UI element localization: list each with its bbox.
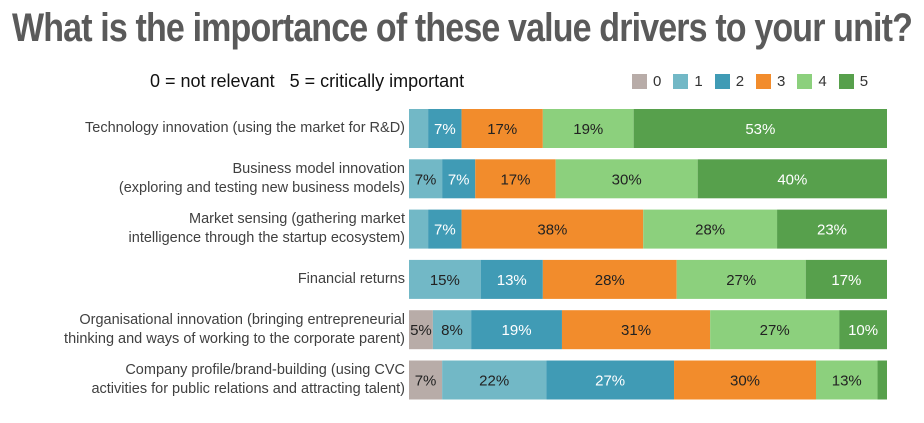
category-label: Company profile/brand-building (using CV… [91, 362, 405, 397]
legend-label: 1 [694, 73, 703, 90]
bar-segment [428, 109, 462, 148]
legend-label: 0 [653, 73, 662, 90]
data-label: 10% [848, 322, 878, 339]
bar-segment [409, 360, 443, 400]
data-label: 7% [448, 171, 470, 188]
legend-swatch [673, 74, 689, 89]
category-label: Market sensing (gathering market intelli… [128, 211, 405, 247]
data-label: 17% [500, 171, 530, 188]
bar-segment [561, 310, 711, 350]
bar-segment [432, 310, 472, 350]
data-label: 7% [434, 222, 456, 239]
legend-swatch [797, 74, 813, 89]
bar-segment [471, 310, 562, 350]
data-label: 5% [410, 322, 432, 339]
data-label: 17% [487, 121, 517, 138]
legend-item: 1 [673, 73, 703, 90]
data-label: 13% [497, 272, 527, 289]
bar-segment [777, 209, 887, 249]
chart-subtitle: 0 = not relevant 5 = critically importan… [150, 71, 465, 91]
category-label: Organisational innovation (bringing entr… [64, 311, 405, 347]
bar-segment [409, 159, 443, 199]
data-label: 28% [695, 222, 725, 239]
category-label: Financial returns [297, 270, 405, 287]
data-label: 17% [831, 272, 861, 289]
bar-segment [877, 360, 887, 400]
data-label: 23% [817, 222, 847, 239]
data-label: 53% [745, 121, 775, 138]
chart-title: What is the importance of these value dr… [12, 6, 913, 50]
bar-segment [475, 159, 556, 199]
data-label: 8% [441, 322, 463, 339]
data-label: 30% [730, 373, 760, 390]
bar-segment [428, 209, 462, 249]
bar-segment [643, 209, 778, 249]
bar-segment [674, 360, 817, 400]
data-label: 19% [502, 322, 532, 339]
data-label: 7% [415, 171, 437, 188]
category-label: Technology innovation (using the market … [85, 120, 405, 136]
data-label: 40% [777, 171, 807, 188]
data-label: 15% [430, 272, 460, 289]
data-label: 30% [612, 171, 642, 188]
bar-segment [442, 360, 547, 400]
bar-segment [409, 310, 433, 350]
legend: 0 1 2 3 4 5 [632, 73, 874, 90]
data-label: 19% [573, 121, 603, 138]
data-label: 27% [595, 373, 625, 390]
bar-segment [710, 310, 840, 350]
legend-swatch [756, 74, 772, 89]
bar-segment [633, 109, 887, 148]
data-label: 13% [832, 373, 862, 390]
bar-segment [555, 159, 698, 199]
legend-swatch [632, 74, 647, 89]
data-label: 7% [415, 373, 437, 390]
legend-label: 3 [777, 73, 786, 90]
bar-segment [461, 209, 644, 249]
legend-swatch [714, 74, 730, 89]
legend-item: 5 [838, 73, 869, 90]
category-label: Business model innovation (exploring and… [118, 160, 405, 196]
bar-segment [697, 159, 887, 199]
data-label: 31% [621, 322, 651, 339]
legend-label: 5 [859, 73, 869, 90]
bar-segment [409, 209, 429, 249]
data-label: 38% [537, 222, 567, 239]
bar-segment [442, 159, 476, 199]
bar-segment [839, 310, 887, 350]
bar-segment [676, 259, 806, 299]
bar-segment [542, 259, 677, 299]
legend-item: 4 [797, 73, 827, 90]
data-label: 27% [726, 272, 756, 289]
legend-item: 2 [714, 73, 745, 90]
bar-segment [409, 109, 429, 148]
data-label: 27% [760, 322, 790, 339]
bar-segment [816, 360, 878, 400]
bar-segment [461, 109, 543, 148]
legend-label: 4 [818, 73, 827, 90]
data-label: 7% [434, 121, 456, 138]
bar-segment [805, 259, 887, 299]
bar-segment [546, 360, 675, 400]
legend-item: 0 [632, 73, 661, 90]
legend-item: 3 [756, 73, 785, 90]
legend-label: 2 [735, 73, 745, 90]
bar-segment [480, 259, 543, 299]
legend-swatch [838, 74, 854, 89]
data-label: 28% [595, 272, 625, 289]
bar-segment [409, 259, 481, 299]
data-label: 22% [479, 373, 509, 390]
bar-segment [542, 109, 634, 148]
